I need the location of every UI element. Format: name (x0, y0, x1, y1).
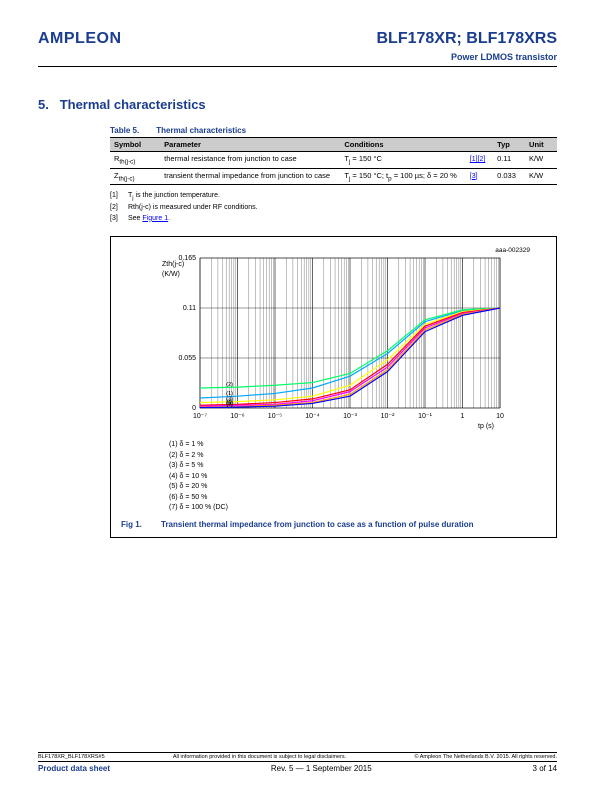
svg-text:0.055: 0.055 (178, 355, 196, 362)
svg-text:0.11: 0.11 (182, 305, 195, 312)
table-cell: [1][2] (466, 152, 493, 169)
svg-text:Zth(j-c): Zth(j-c) (162, 261, 184, 268)
figure-caption: Fig 1. Transient thermal impedance from … (121, 520, 546, 529)
table-header-cell: Conditions (340, 138, 465, 152)
svg-text:10⁻³: 10⁻³ (343, 413, 357, 420)
svg-text:10⁻⁷: 10⁻⁷ (192, 413, 206, 420)
footer-left: Product data sheet (38, 764, 110, 773)
figure-caption-text: Transient thermal impedance from junctio… (161, 520, 474, 529)
thermal-table: SymbolParameterConditions TypUnit Rth(j-c… (110, 137, 557, 185)
table-header-cell: Parameter (160, 138, 340, 152)
logo: AMPLEON (38, 30, 122, 48)
table-cell: Tj = 150 °C; tp = 100 µs; δ = 20 % (340, 168, 465, 185)
part-number: BLF178XR; BLF178XRS (377, 30, 558, 48)
chart-legend: (1) δ = 1 %(2) δ = 2 %(3) δ = 5 %(4) δ =… (169, 440, 546, 514)
svg-text:10⁻²: 10⁻² (380, 413, 394, 420)
svg-text:0: 0 (192, 405, 196, 412)
figure-container: aaa-002329 00.0550.110.16510⁻⁷10⁻⁶10⁻⁵10… (110, 236, 557, 538)
legend-item: (5) δ = 20 % (169, 482, 546, 493)
svg-text:(7): (7) (226, 402, 233, 408)
table-cell: K/W (525, 168, 557, 185)
table-cell: 0.11 (493, 152, 525, 169)
footnote: [1]Tj is the junction temperature. (110, 191, 557, 203)
table-cell: 0.033 (493, 168, 525, 185)
table-header-cell: Typ (493, 138, 525, 152)
footer-mid: Rev. 5 — 1 September 2015 (271, 764, 372, 773)
svg-text:10⁻⁵: 10⁻⁵ (267, 413, 281, 420)
svg-text:(2): (2) (226, 382, 233, 388)
footnote: [2]Rth(j-c) is measured under RF conditi… (110, 203, 557, 214)
table-cell: [3] (466, 168, 493, 185)
table-cell: thermal resistance from junction to case (160, 152, 340, 169)
table-cell: Rth(j-c) (110, 152, 160, 169)
svg-text:10: 10 (496, 413, 504, 420)
section-number: 5. (38, 97, 49, 112)
footnote: [3]See Figure 1. (110, 214, 557, 225)
svg-text:10⁻¹: 10⁻¹ (418, 413, 432, 420)
table-header-cell: Symbol (110, 138, 160, 152)
svg-text:tp (s): tp (s) (478, 423, 494, 430)
table-number: Table 5. (110, 126, 154, 135)
legend-item: (1) δ = 1 % (169, 440, 546, 451)
table-header-cell (466, 138, 493, 152)
legend-item: (3) δ = 5 % (169, 461, 546, 472)
footnotes: [1]Tj is the junction temperature.[2]Rth… (110, 191, 557, 224)
page-footer: BLF178XR_BLF178XRS#5 All information pro… (38, 752, 557, 773)
legend-item: (7) δ = 100 % (DC) (169, 503, 546, 514)
table-caption: Thermal characteristics (156, 126, 246, 135)
footer-right: 3 of 14 (533, 764, 557, 773)
section-title: Thermal characteristics (60, 97, 206, 112)
table-row: Zth(j-c)transient thermal impedance from… (110, 168, 557, 185)
svg-text:10⁻⁴: 10⁻⁴ (305, 413, 320, 420)
table-cell: K/W (525, 152, 557, 169)
footer-disclaimer: All information provided in this documen… (173, 754, 346, 760)
table-cell: Tj = 150 °C (340, 152, 465, 169)
section-heading: 5. Thermal characteristics (38, 97, 557, 112)
legend-item: (4) δ = 10 % (169, 472, 546, 483)
legend-item: (2) δ = 2 % (169, 451, 546, 462)
thermal-chart: 00.0550.110.16510⁻⁷10⁻⁶10⁻⁵10⁻⁴10⁻³10⁻²1… (158, 250, 510, 432)
footer-doc-id: BLF178XR_BLF178XRS#5 (38, 754, 105, 760)
svg-text:10⁻⁶: 10⁻⁶ (230, 413, 244, 420)
logo-text: AMPLEON (38, 30, 122, 47)
table-cell: Zth(j-c) (110, 168, 160, 185)
table-title: Table 5. Thermal characteristics (110, 126, 557, 135)
title-block: BLF178XR; BLF178XRS Power LDMOS transist… (377, 30, 558, 62)
svg-text:(K/W): (K/W) (162, 271, 180, 278)
figure-number: Fig 1. (121, 520, 161, 529)
table-cell: transient thermal impedance from junctio… (160, 168, 340, 185)
page-header: AMPLEON BLF178XR; BLF178XRS Power LDMOS … (38, 30, 557, 67)
legend-item: (6) δ = 50 % (169, 493, 546, 504)
table-row: Rth(j-c)thermal resistance from junction… (110, 152, 557, 169)
table-header-cell: Unit (525, 138, 557, 152)
footer-copyright: © Ampleon The Netherlands B.V. 2015. All… (414, 754, 557, 760)
document-subtitle: Power LDMOS transistor (377, 52, 558, 62)
svg-text:1: 1 (460, 413, 464, 420)
